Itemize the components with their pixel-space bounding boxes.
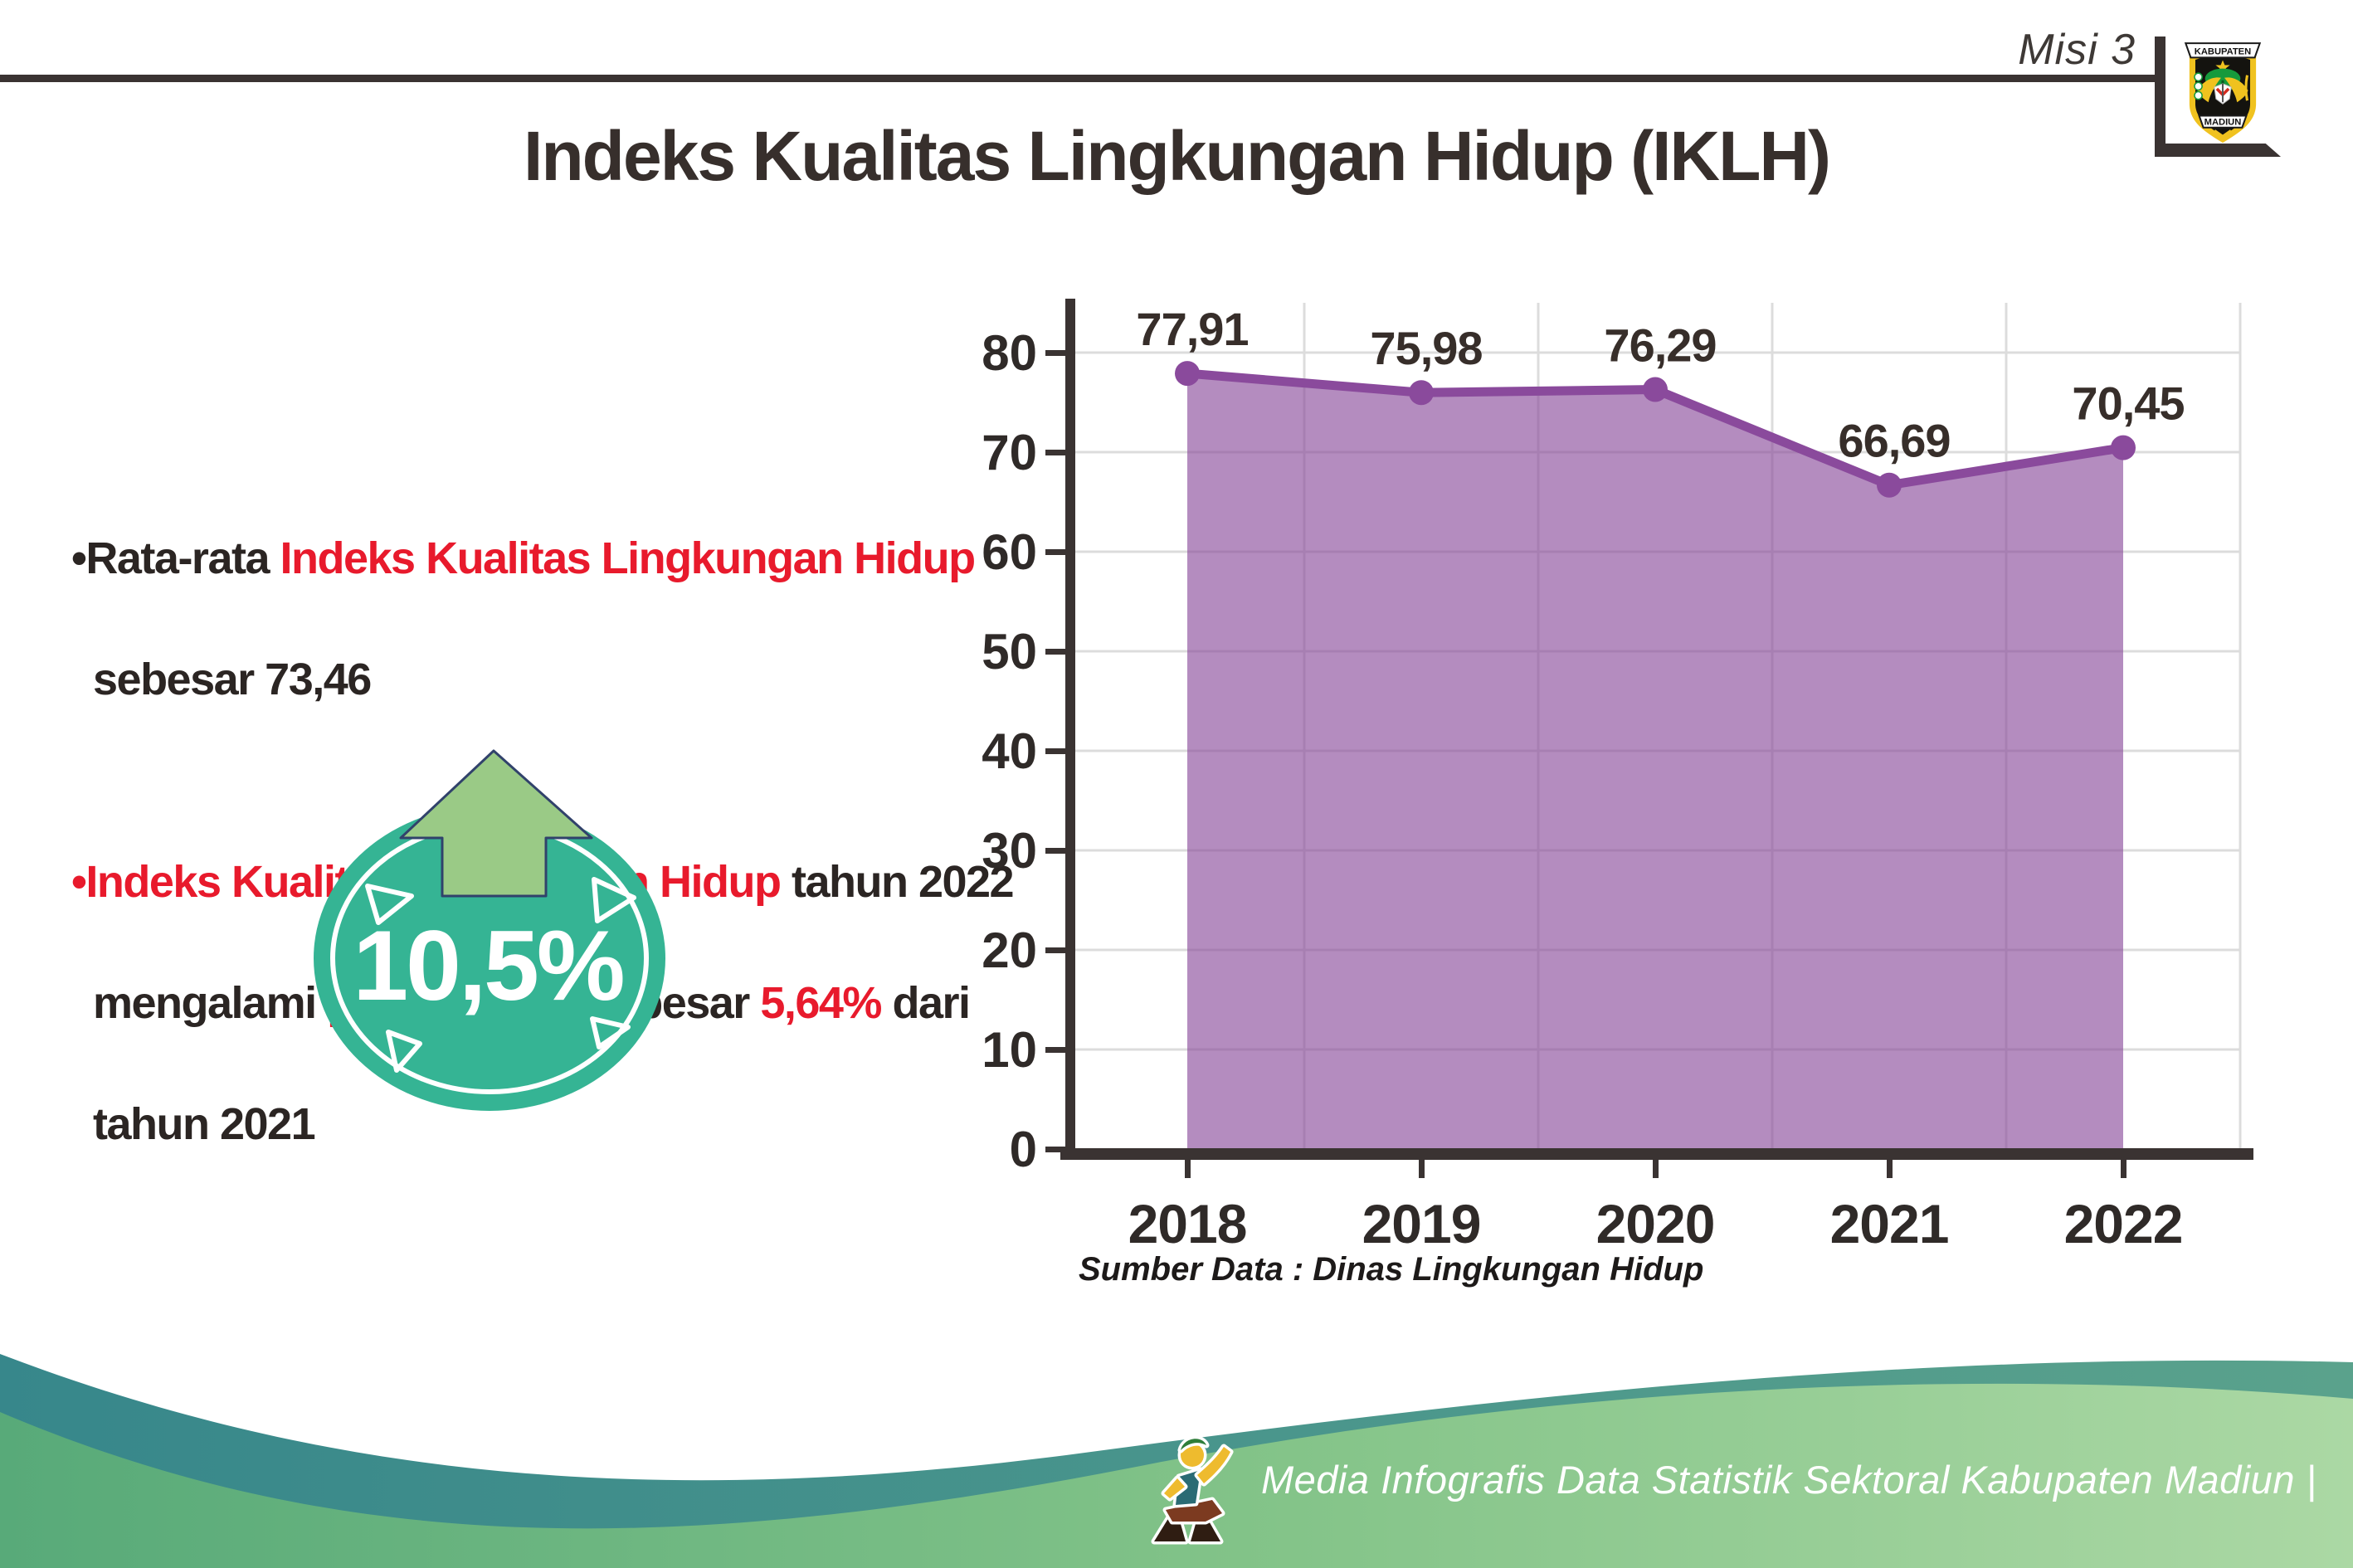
svg-text:10: 10: [982, 1022, 1037, 1078]
footer-wave: [0, 1354, 2353, 1568]
page-title: Indeks Kualitas Lingkungan Hidup (IKLH): [523, 117, 1831, 195]
svg-text:70: 70: [982, 425, 1037, 480]
center-shield-icon: [2214, 83, 2232, 105]
svg-text:70,45: 70,45: [2072, 377, 2184, 430]
rice-icon: [2244, 75, 2248, 101]
svg-text:0: 0: [1010, 1122, 1037, 1177]
bullet-line: sebesar 73,46: [93, 655, 372, 704]
svg-text:50: 50: [982, 624, 1037, 679]
banner-bottom: MADIUN: [2198, 114, 2248, 139]
svg-text:KABUPATEN: KABUPATEN: [2195, 46, 2251, 56]
bullet-average-iklh: •Rata-rata Indeks Kualitas Lingkungan Hi…: [71, 498, 1100, 740]
footer-caption: Media Infografis Data Statistik Sektoral…: [1261, 1458, 2317, 1502]
up-arrow-icon: [399, 749, 593, 898]
mascot-icon: [1151, 1435, 1234, 1545]
svg-text:2018: 2018: [1128, 1193, 1247, 1254]
svg-text:60: 60: [982, 524, 1037, 580]
logo-frame-vertical: [2155, 37, 2165, 156]
iklh-area-chart: 0 10 20 30 40 50 60 70 80 2018 2019 2020 2021 2022 77,…: [982, 299, 2253, 1254]
svg-text:2020: 2020: [1596, 1193, 1715, 1254]
svg-text:30: 30: [982, 823, 1037, 879]
misi-label: Misi 3: [2018, 26, 2136, 74]
source-note: Sumber Data : Dinas Lingkungan Hidup: [1079, 1251, 1704, 1288]
increase-badge: 10,5%: [314, 749, 665, 1111]
svg-text:2019: 2019: [1362, 1193, 1481, 1254]
banner-top: KABUPATEN: [2184, 42, 2262, 59]
svg-text:40: 40: [982, 723, 1037, 779]
svg-text:2021: 2021: [1830, 1193, 1949, 1254]
wings-icon: [2197, 77, 2248, 103]
svg-text:2022: 2022: [2064, 1193, 2183, 1254]
bullet-line: tahun 2021: [93, 1099, 316, 1149]
kabupaten-madiun-logo: KABUPATEN MADIUN: [2184, 42, 2262, 143]
bullet-line: •Rata-rata Indeks Kualitas Lingkungan Hi…: [71, 533, 976, 583]
cotton-icon: [2194, 72, 2203, 100]
svg-text:75,98: 75,98: [1370, 322, 1482, 374]
svg-text:77,91: 77,91: [1136, 303, 1248, 355]
svg-text:20: 20: [982, 923, 1037, 978]
sparkle-triangles: [365, 877, 636, 1073]
svg-text:MADIUN: MADIUN: [2204, 118, 2242, 128]
svg-text:76,29: 76,29: [1604, 319, 1716, 372]
logo-frame-horizontal: [2155, 144, 2281, 157]
svg-text:66,69: 66,69: [1838, 415, 1950, 467]
svg-text:80: 80: [982, 325, 1037, 381]
badge-value: 10,5%: [353, 910, 623, 1021]
top-rule: [0, 75, 2157, 82]
